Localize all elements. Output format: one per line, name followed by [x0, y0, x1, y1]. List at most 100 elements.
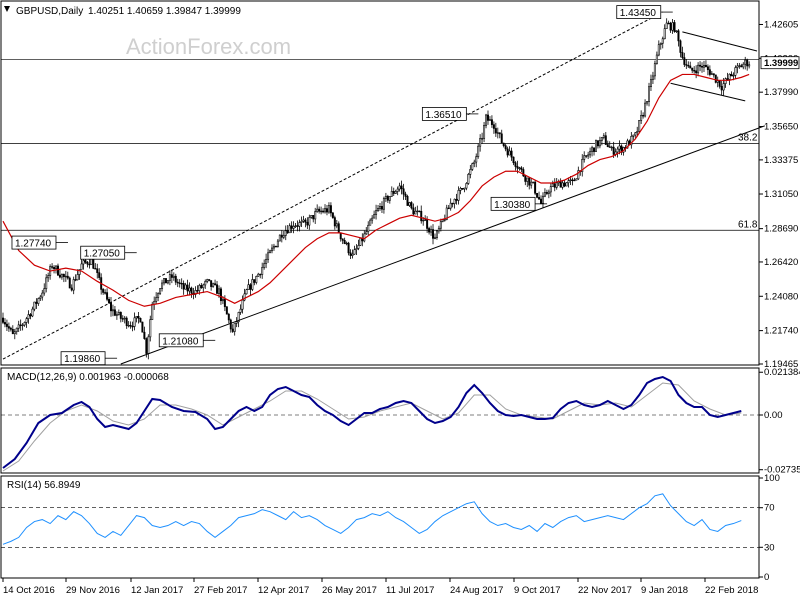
- candle: [216, 281, 219, 294]
- candle: [379, 202, 381, 211]
- candle-body: [704, 64, 707, 68]
- candle-body: [184, 284, 187, 290]
- candle: [512, 156, 515, 166]
- candle-body: [182, 283, 185, 290]
- callout-label: 1.30380: [494, 200, 531, 211]
- candle: [414, 206, 417, 215]
- candle-body: [708, 69, 711, 75]
- time-tick-label-11: 22 Feb 2018: [705, 585, 758, 596]
- candle-body: [251, 279, 254, 290]
- price-tag-label: 1.39999: [764, 58, 798, 69]
- candle-body: [21, 324, 24, 327]
- candle: [398, 182, 401, 192]
- candle-body: [320, 210, 323, 213]
- candle: [155, 292, 158, 305]
- trend-line-2: [682, 31, 758, 52]
- candle-body: [485, 114, 488, 126]
- candle-body: [355, 248, 358, 251]
- candle-body: [141, 321, 144, 333]
- candle: [553, 178, 556, 192]
- candle: [353, 245, 356, 255]
- candle: [437, 225, 440, 234]
- candle-body: [379, 206, 381, 209]
- candle-body: [367, 224, 370, 232]
- candle: [49, 264, 52, 280]
- candle-body: [115, 314, 118, 316]
- callout-label: 1.36510: [425, 110, 462, 121]
- candle: [292, 221, 295, 234]
- candle-body: [88, 263, 91, 266]
- candle-body: [665, 22, 668, 29]
- candle-body: [636, 131, 639, 134]
- candle-body: [333, 217, 336, 227]
- candle: [355, 244, 358, 255]
- candle: [170, 269, 173, 284]
- candle-body: [449, 202, 452, 209]
- candle: [428, 226, 431, 235]
- candle: [290, 221, 293, 233]
- candle-body: [430, 229, 433, 233]
- candle: [608, 141, 611, 148]
- candle-body: [341, 238, 344, 241]
- candle: [581, 154, 584, 177]
- candle-body: [418, 210, 421, 213]
- candle-body: [744, 59, 747, 65]
- rsi-line: [2, 493, 742, 545]
- candle: [19, 319, 22, 331]
- candle: [720, 81, 723, 95]
- candle-body: [512, 156, 515, 164]
- candle: [27, 310, 30, 324]
- candle-body: [7, 326, 10, 329]
- candle: [186, 279, 189, 296]
- candle-body: [357, 245, 360, 249]
- candle-body: [441, 219, 444, 222]
- candle-body: [640, 114, 643, 121]
- candle-body: [137, 316, 140, 319]
- candle-body: [13, 331, 16, 335]
- candle-body: [314, 211, 317, 220]
- candle-body: [174, 275, 177, 283]
- candle-body: [221, 299, 224, 302]
- candle: [125, 316, 128, 329]
- candle-body: [736, 65, 739, 68]
- candle: [492, 121, 495, 134]
- rsi-tick-label-3: 0: [764, 572, 769, 583]
- candle: [661, 36, 664, 49]
- sma-layer: [2, 73, 750, 307]
- candle-body: [9, 327, 12, 330]
- candle: [447, 205, 450, 210]
- callout-1.19860: 1.19860: [60, 351, 118, 365]
- candle-body: [257, 273, 260, 277]
- trendlines-layer: [2, 11, 766, 365]
- candle-body: [534, 181, 537, 194]
- candle: [282, 230, 285, 240]
- price-axis: 1.426051.403001.379901.356501.333751.310…: [759, 19, 798, 370]
- candle-body: [135, 316, 138, 319]
- candle-body: [602, 135, 605, 138]
- candle: [547, 189, 550, 199]
- candle-body: [528, 177, 531, 186]
- candle-body: [272, 245, 275, 249]
- candle: [449, 198, 452, 211]
- candle-body: [724, 78, 727, 84]
- candle: [424, 215, 427, 221]
- candle: [237, 311, 240, 328]
- candle-body: [667, 22, 670, 25]
- candle: [206, 278, 209, 284]
- candle: [418, 210, 421, 213]
- candle: [602, 133, 605, 140]
- collapse-triangle-icon[interactable]: [4, 6, 10, 12]
- time-tick-label-3: 27 Feb 2017: [194, 585, 247, 596]
- candle: [265, 253, 268, 269]
- candle: [271, 244, 273, 254]
- candle-body: [742, 63, 745, 68]
- candle-body: [589, 151, 592, 156]
- candle-body: [149, 319, 152, 338]
- candle-body: [555, 182, 558, 188]
- candle: [498, 132, 501, 139]
- candle-body: [388, 196, 391, 201]
- candle: [288, 223, 291, 234]
- candle-body: [543, 192, 546, 197]
- candle: [435, 230, 438, 240]
- candle-body: [494, 128, 497, 134]
